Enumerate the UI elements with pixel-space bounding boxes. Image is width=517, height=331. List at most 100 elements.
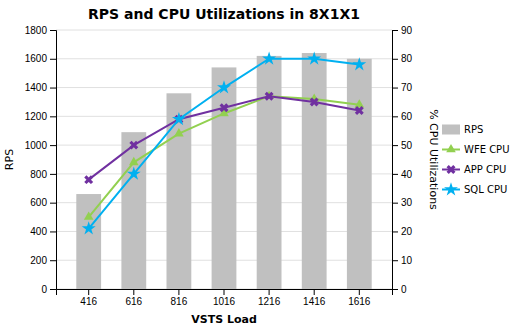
tick: 1000 [25, 140, 56, 151]
tick-label: 70 [401, 82, 413, 93]
marker [217, 80, 231, 93]
bar [212, 67, 237, 289]
tick-mark [50, 289, 56, 290]
tick: 20 [392, 226, 413, 237]
tick: 50 [392, 140, 413, 151]
x-axis: 4166168161016121614161616 [57, 289, 393, 307]
tick: 80 [392, 53, 413, 64]
tick: 400 [30, 226, 56, 237]
line-series [82, 89, 366, 186]
tick: 0 [41, 284, 56, 295]
tick-mark [50, 116, 56, 117]
tick: 200 [30, 255, 56, 266]
tick-mark [50, 203, 56, 204]
tick-label: 30 [401, 197, 413, 208]
tick-label: 816 [171, 296, 188, 307]
legend-marker [446, 144, 456, 152]
tick-mark [88, 289, 89, 295]
bar [302, 53, 327, 289]
tick-mark [50, 88, 56, 89]
line [89, 59, 360, 229]
legend-item: APP CPU [442, 163, 506, 176]
legend-item: WFE CPU [442, 144, 509, 155]
legend-label: APP CPU [464, 164, 506, 175]
legend-swatch [442, 125, 460, 135]
tick-label: 1400 [25, 82, 48, 93]
tick-mark [392, 174, 398, 175]
tick-label: 1216 [258, 296, 281, 307]
tick: 1800 [25, 25, 56, 36]
tick-label: 1600 [25, 53, 48, 64]
tick-label: 600 [30, 197, 47, 208]
tick-label: 60 [401, 111, 413, 122]
tick-mark [224, 289, 225, 295]
tick: 60 [392, 111, 413, 122]
tick-mark [50, 260, 56, 261]
tick: 1600 [25, 53, 56, 64]
y-axis: 0 200 400 600 800 1000 1200 1400 1600 1800 [25, 25, 57, 295]
tick: 30 [392, 197, 413, 208]
grid-line [56, 30, 392, 31]
marker [82, 221, 96, 234]
x-axis-title: VSTS Load [191, 313, 257, 326]
tick-mark [392, 88, 398, 89]
line-series [84, 91, 364, 220]
legend-label: SQL CPU [464, 184, 507, 195]
tick-mark [392, 203, 398, 204]
tick-mark [50, 59, 56, 60]
tick-label: 90 [401, 25, 413, 36]
tick-mark [392, 289, 398, 290]
tick-mark [50, 30, 56, 31]
tick: 800 [30, 169, 56, 180]
tick-label: 400 [30, 226, 47, 237]
y2-axis-title: % CPU Utilizations [427, 109, 440, 210]
tick: 10 [392, 255, 413, 266]
tick: 1016 [213, 289, 236, 307]
tick-label: 1616 [348, 296, 371, 307]
tick-label: 1200 [25, 111, 48, 122]
tick: 616 [125, 289, 142, 307]
tick-mark [269, 289, 270, 295]
marker [84, 212, 94, 220]
tick: 416 [80, 289, 97, 307]
bar [257, 56, 282, 289]
tick-mark [392, 145, 398, 146]
tick-mark [50, 174, 56, 175]
tick-label: 80 [401, 53, 413, 64]
tick-label: 1800 [25, 25, 48, 36]
marker [127, 138, 140, 151]
tick-mark [392, 231, 398, 232]
marker [174, 128, 184, 136]
tick: 70 [392, 82, 413, 93]
title: RPS and CPU Utilizations in 8X1X1 [88, 6, 360, 22]
marker [353, 104, 366, 117]
tick-mark [392, 59, 398, 60]
bars [76, 53, 371, 289]
axis-line [393, 31, 399, 290]
tick-mark [359, 289, 360, 295]
marker [307, 51, 321, 64]
line-series [82, 51, 367, 234]
axis-line [50, 31, 57, 290]
tick-mark [133, 289, 134, 295]
axis-line [57, 290, 393, 296]
tick-label: 0 [41, 284, 47, 295]
tick: 1216 [258, 289, 281, 307]
marker [354, 99, 364, 107]
tick-label: 616 [125, 296, 142, 307]
tick-label: 0 [401, 284, 407, 295]
bar [347, 59, 372, 289]
legend-item: SQL CPU [442, 182, 507, 195]
bar [166, 93, 191, 289]
tick: 40 [392, 169, 413, 180]
marker [129, 157, 139, 165]
tick-label: 40 [401, 169, 413, 180]
marker [217, 101, 230, 114]
tick-label: 20 [401, 226, 413, 237]
plot: 4166168161016121614161616020040060080010… [25, 25, 413, 307]
tick: 600 [30, 197, 56, 208]
marker [262, 89, 275, 102]
tick-label: 416 [80, 296, 97, 307]
line [89, 96, 360, 179]
tick-label: 1016 [213, 296, 236, 307]
